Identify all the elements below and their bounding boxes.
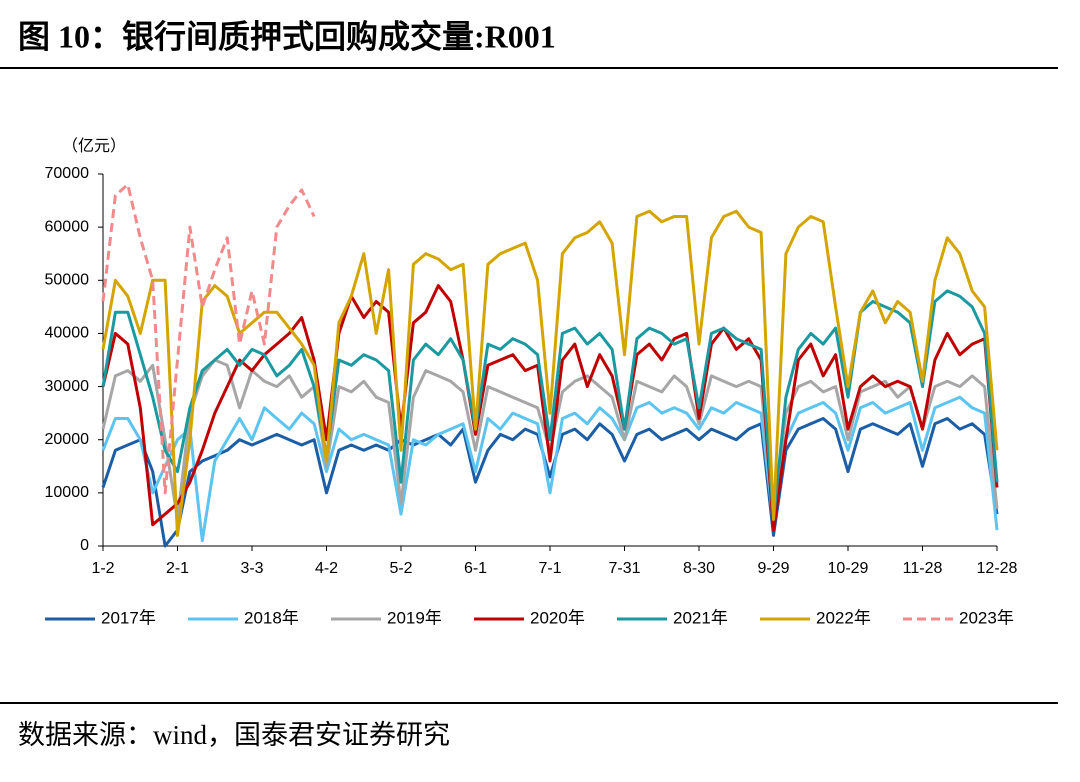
x-tick-label: 10-29	[828, 560, 869, 577]
y-tick-label: 20000	[45, 431, 90, 448]
x-tick-label: 7-31	[608, 560, 640, 577]
x-tick-label: 7-1	[538, 560, 561, 577]
legend-label: 2021年	[673, 608, 728, 627]
y-tick-label: 50000	[45, 272, 90, 289]
legend-label: 2023年	[959, 608, 1014, 627]
legend-label: 2018年	[244, 608, 299, 627]
y-tick-label: 70000	[45, 165, 90, 182]
series-line	[101, 417, 999, 548]
series-line	[101, 289, 999, 521]
y-tick-label: 60000	[45, 218, 90, 235]
x-tick-label: 3-3	[240, 560, 263, 577]
legend-label: 2020年	[530, 608, 585, 627]
x-tick-label: 6-1	[464, 560, 487, 577]
y-tick-label: 0	[80, 537, 89, 554]
y-axis-label: （亿元）	[62, 137, 126, 155]
y-tick-label: 10000	[45, 484, 90, 501]
x-tick-label: 2-1	[166, 560, 189, 577]
chart-title: 图 10：银行间质押式回购成交量:R001	[18, 18, 556, 54]
legend-label: 2017年	[101, 608, 156, 627]
x-tick-label: 11-28	[903, 560, 943, 577]
series-line	[101, 183, 316, 495]
y-tick-label: 40000	[45, 325, 90, 342]
x-tick-label: 4-2	[315, 560, 338, 577]
x-tick-label: 5-2	[389, 560, 412, 577]
series-line	[101, 284, 999, 532]
x-tick-label: 8-30	[683, 560, 715, 577]
x-tick-label: 1-2	[91, 560, 114, 577]
x-tick-label: 9-29	[757, 560, 789, 577]
x-tick-label: 12-28	[977, 560, 1018, 577]
series-line	[101, 209, 999, 537]
legend-label: 2019年	[387, 608, 442, 627]
source: 数据来源：wind，国泰君安证券研究	[18, 720, 450, 750]
y-tick-label: 30000	[45, 378, 90, 395]
series-line	[101, 395, 999, 543]
legend-label: 2022年	[816, 608, 871, 627]
